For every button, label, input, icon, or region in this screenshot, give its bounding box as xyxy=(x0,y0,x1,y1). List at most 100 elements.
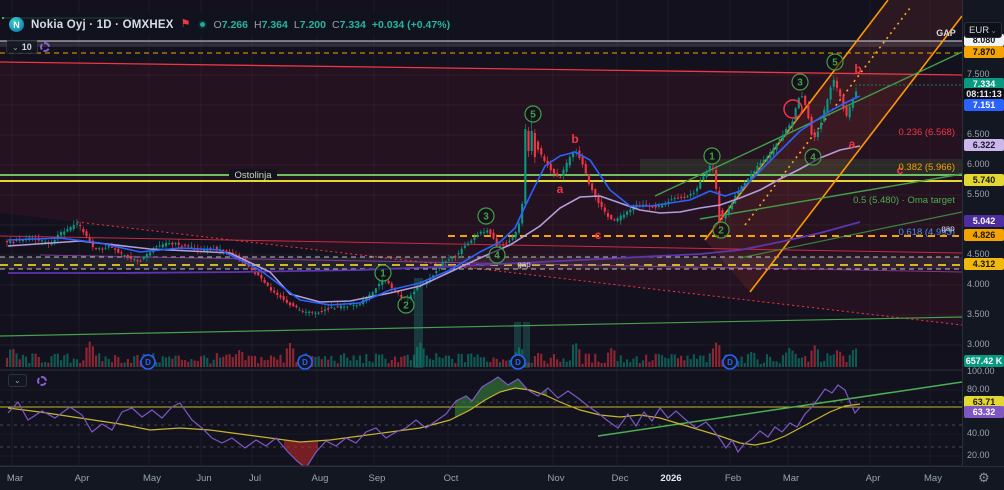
abc-wave-label[interactable]: c xyxy=(897,163,904,177)
chevron-down-icon: ⌄ xyxy=(14,376,21,385)
price-axis-label: 6.322 xyxy=(964,139,1004,151)
green-support-low[interactable] xyxy=(0,316,963,337)
dividend-marker-icon[interactable] xyxy=(510,354,526,370)
symbol-title[interactable]: Nokia Oyj · 1D · OMXHEX xyxy=(31,18,174,31)
red-wedge xyxy=(0,63,962,326)
time-axis[interactable]: ⚙ Mar Apr May Jun Jul Aug Sep Oct Nov Dec 2026 Feb M… xyxy=(0,466,1004,490)
red-hatched-trend[interactable] xyxy=(76,221,963,326)
price-axis-tick: 3.000 xyxy=(967,339,990,349)
wave-circle[interactable] xyxy=(477,207,495,225)
dividend-marker-letter: D xyxy=(302,358,308,367)
dividend-marker-letter: D xyxy=(727,358,733,367)
rsi-line[interactable] xyxy=(7,376,861,469)
time-axis-label: May xyxy=(924,473,942,484)
svg-text:2: 2 xyxy=(718,226,724,237)
fib-level-label: 0.382 (5.966) xyxy=(898,162,955,173)
red-resistance[interactable] xyxy=(0,61,963,76)
elliott-wave-labels: 1 2 3 4 5 1 2 3 4 5 xyxy=(374,53,844,314)
green-channel-3[interactable] xyxy=(739,211,963,259)
flag-icon[interactable]: ⚑ xyxy=(180,18,191,30)
svg-text:5: 5 xyxy=(530,110,536,121)
rsi-ma-line[interactable] xyxy=(7,387,861,446)
dividend-marker-icon[interactable] xyxy=(297,354,313,370)
svg-text:3: 3 xyxy=(483,212,489,223)
chart-legend[interactable]: N Nokia Oyj · 1D · OMXHEX ⚑ O7.266 H7.36… xyxy=(4,13,461,36)
price-axis-label: 7.334 xyxy=(964,78,1004,90)
wave-circle[interactable] xyxy=(791,73,809,91)
price-axis-label: 7.870 xyxy=(964,46,1004,58)
price-axis-label: 4.312 xyxy=(964,258,1004,270)
time-axis-label: Aug xyxy=(311,473,329,484)
green-channel-2[interactable] xyxy=(699,173,963,220)
main-pane-bg xyxy=(0,0,962,370)
abc-wave-label[interactable]: a xyxy=(849,137,856,151)
price-axis-label: 08:11:13 xyxy=(964,88,1004,100)
low-value: 7.200 xyxy=(299,18,326,31)
price-axis-label: 7.151 xyxy=(964,99,1004,111)
wave-circle[interactable] xyxy=(524,105,542,123)
high-label: H xyxy=(253,18,262,31)
orange-channel-fill xyxy=(705,0,962,292)
abc-wave-label[interactable]: a xyxy=(557,182,564,196)
gear-icon[interactable]: ⚙ xyxy=(978,470,990,485)
price-axis-tick: 20.00 xyxy=(967,450,990,460)
price-axis-tick: 40.00 xyxy=(967,428,990,438)
time-axis-label: Jun xyxy=(196,473,212,484)
highlight-circle-annotation[interactable] xyxy=(783,99,803,119)
gridlines xyxy=(0,0,962,466)
time-axis-label: Dec xyxy=(611,473,629,484)
fib-level-label: 0.236 (6.568) xyxy=(898,127,955,138)
indicator-count: 10 xyxy=(21,42,32,52)
price-axis-tick: 4.000 xyxy=(967,279,990,289)
price-axis[interactable]: 7.500 6.500 6.000 5.500 4.500 4.000 3.500 3.000… xyxy=(962,0,1004,466)
time-axis-label: 2026 xyxy=(660,473,682,484)
ohlc-values: O7.266 H7.364 L7.200 C7.334 +0.034 (+0.4… xyxy=(214,19,451,31)
price-axis-tick: 6.000 xyxy=(967,159,990,169)
gap-label: GAP xyxy=(936,28,956,38)
symbol-logo: N xyxy=(9,17,24,32)
red-mid-line[interactable] xyxy=(0,235,963,254)
time-axis-label: Apr xyxy=(74,473,90,484)
green-band xyxy=(640,159,962,176)
ostolinja-label: Ostolinja xyxy=(235,170,273,181)
ostolinja-label-bg xyxy=(229,169,277,180)
price-axis-tick: 6.500 xyxy=(967,129,990,139)
wave-circle[interactable] xyxy=(703,147,721,165)
dividend-marker-icon[interactable] xyxy=(722,354,738,370)
dividend-marker-icon[interactable] xyxy=(140,354,156,370)
wave-circle[interactable] xyxy=(374,264,392,282)
svg-text:1: 1 xyxy=(380,269,386,280)
price-axis-label: 5.740 xyxy=(964,174,1004,186)
wave-circle[interactable] xyxy=(804,148,822,166)
abc-wave-label[interactable]: b xyxy=(571,132,578,146)
wave-circle[interactable] xyxy=(488,246,506,264)
rsi-trendline[interactable] xyxy=(597,381,963,437)
open-value: 7.266 xyxy=(221,18,248,31)
loading-spinner-icon xyxy=(37,376,47,386)
indicator-pane-bg xyxy=(0,370,962,466)
panel-collapse-button[interactable]: ⌄ xyxy=(8,374,27,387)
price-axis-label: 63.32 xyxy=(964,406,1004,418)
chevron-down-icon: ⌄ xyxy=(990,25,997,35)
indicators-collapse-button[interactable]: ⌄ 10 xyxy=(6,40,38,54)
svg-text:3: 3 xyxy=(797,78,803,89)
loading-spinner-icon xyxy=(40,42,50,52)
price-axis-tick: 80.00 xyxy=(967,384,990,394)
orange-channel-2[interactable] xyxy=(749,15,963,293)
wave-circle[interactable] xyxy=(826,53,844,71)
wave-circle[interactable] xyxy=(712,221,730,239)
currency-selector[interactable]: EUR ⌄ xyxy=(964,22,1002,38)
close-label: C xyxy=(331,18,340,31)
ma-slow-line[interactable] xyxy=(8,221,861,274)
abc-wave-label[interactable]: c xyxy=(595,228,602,242)
wave-circle[interactable] xyxy=(397,296,415,314)
dividend-marker-letter: D xyxy=(515,358,521,367)
gap-label: gap xyxy=(517,260,531,269)
abc-wave-label[interactable]: b xyxy=(854,62,861,76)
ma-fast-line[interactable] xyxy=(7,95,861,306)
time-axis-label: Mar xyxy=(6,473,24,484)
svg-text:4: 4 xyxy=(494,251,500,262)
open-label: O xyxy=(213,18,222,31)
